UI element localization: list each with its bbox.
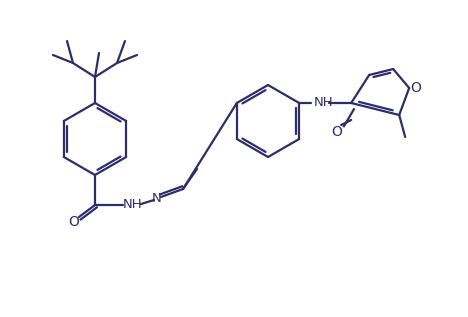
Text: O: O: [69, 215, 80, 229]
Text: NH: NH: [314, 96, 333, 109]
Text: O: O: [332, 125, 343, 139]
Text: NH: NH: [123, 198, 143, 211]
Text: N: N: [152, 192, 162, 205]
Text: O: O: [411, 81, 422, 95]
